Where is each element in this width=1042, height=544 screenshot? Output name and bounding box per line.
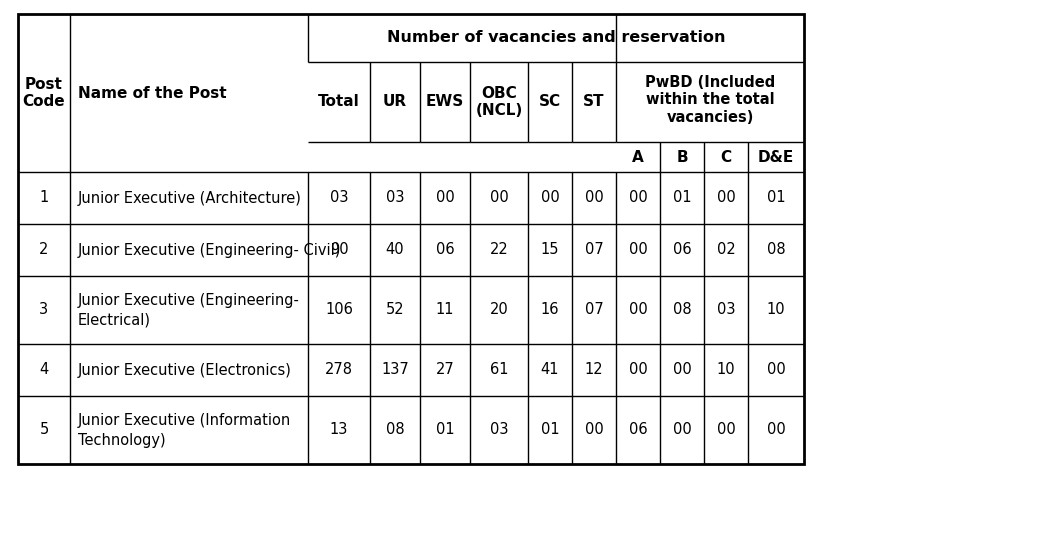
Text: 12: 12 xyxy=(585,362,603,378)
Text: 00: 00 xyxy=(767,423,786,437)
Text: Junior Executive (Information: Junior Executive (Information xyxy=(78,412,292,428)
Text: 03: 03 xyxy=(490,423,508,437)
Text: Post
Code: Post Code xyxy=(23,77,66,109)
Text: 02: 02 xyxy=(717,243,736,257)
Text: 40: 40 xyxy=(386,243,404,257)
Text: A: A xyxy=(632,150,644,164)
Text: 41: 41 xyxy=(541,362,560,378)
Text: D&E: D&E xyxy=(758,150,794,164)
Text: 01: 01 xyxy=(436,423,454,437)
Text: 00: 00 xyxy=(767,362,786,378)
Text: 00: 00 xyxy=(436,190,454,206)
Text: EWS: EWS xyxy=(426,95,464,109)
Text: 01: 01 xyxy=(767,190,786,206)
Text: 15: 15 xyxy=(541,243,560,257)
Text: 01: 01 xyxy=(541,423,560,437)
Text: 3: 3 xyxy=(40,302,49,318)
Text: 00: 00 xyxy=(717,423,736,437)
Text: 08: 08 xyxy=(673,302,691,318)
Text: 07: 07 xyxy=(585,302,603,318)
Text: Junior Executive (Architecture): Junior Executive (Architecture) xyxy=(78,190,302,206)
Text: 00: 00 xyxy=(585,190,603,206)
Text: 07: 07 xyxy=(585,243,603,257)
Text: 06: 06 xyxy=(673,243,691,257)
Text: C: C xyxy=(720,150,731,164)
Text: 27: 27 xyxy=(436,362,454,378)
Text: 00: 00 xyxy=(628,302,647,318)
Text: Junior Executive (Engineering- Civil): Junior Executive (Engineering- Civil) xyxy=(78,243,342,257)
Text: 00: 00 xyxy=(628,190,647,206)
Text: Junior Executive (Engineering-: Junior Executive (Engineering- xyxy=(78,293,300,307)
Text: 00: 00 xyxy=(717,190,736,206)
Text: Number of vacancies and reservation: Number of vacancies and reservation xyxy=(387,30,725,46)
Text: 22: 22 xyxy=(490,243,508,257)
Text: Name of the Post: Name of the Post xyxy=(78,85,226,101)
Text: 00: 00 xyxy=(673,423,692,437)
Text: 03: 03 xyxy=(717,302,736,318)
Text: 5: 5 xyxy=(40,423,49,437)
Text: 08: 08 xyxy=(386,423,404,437)
Text: 00: 00 xyxy=(628,362,647,378)
Text: 03: 03 xyxy=(386,190,404,206)
Text: 00: 00 xyxy=(673,362,692,378)
Text: 06: 06 xyxy=(436,243,454,257)
Text: Total: Total xyxy=(318,95,359,109)
Text: Technology): Technology) xyxy=(78,432,166,448)
Text: 11: 11 xyxy=(436,302,454,318)
Text: 00: 00 xyxy=(490,190,508,206)
Text: 03: 03 xyxy=(329,190,348,206)
Text: 00: 00 xyxy=(585,423,603,437)
Text: 52: 52 xyxy=(386,302,404,318)
Text: PwBD (Included
within the total
vacancies): PwBD (Included within the total vacancie… xyxy=(645,75,775,125)
Text: 13: 13 xyxy=(330,423,348,437)
Text: 4: 4 xyxy=(40,362,49,378)
Text: 90: 90 xyxy=(329,243,348,257)
Text: 20: 20 xyxy=(490,302,508,318)
Text: UR: UR xyxy=(383,95,407,109)
Text: 137: 137 xyxy=(381,362,408,378)
Text: 10: 10 xyxy=(717,362,736,378)
Text: 61: 61 xyxy=(490,362,508,378)
Text: 10: 10 xyxy=(767,302,786,318)
Text: 278: 278 xyxy=(325,362,353,378)
Text: 08: 08 xyxy=(767,243,786,257)
Text: 00: 00 xyxy=(541,190,560,206)
Text: Electrical): Electrical) xyxy=(78,312,151,327)
Text: ST: ST xyxy=(584,95,604,109)
Text: 106: 106 xyxy=(325,302,353,318)
Text: B: B xyxy=(676,150,688,164)
Text: SC: SC xyxy=(539,95,561,109)
Bar xyxy=(18,14,804,464)
Text: Junior Executive (Electronics): Junior Executive (Electronics) xyxy=(78,362,292,378)
Text: 2: 2 xyxy=(40,243,49,257)
Text: OBC
(NCL): OBC (NCL) xyxy=(475,86,523,118)
Text: 00: 00 xyxy=(628,243,647,257)
Text: 01: 01 xyxy=(673,190,691,206)
Text: 06: 06 xyxy=(628,423,647,437)
Text: 16: 16 xyxy=(541,302,560,318)
Text: 1: 1 xyxy=(40,190,49,206)
